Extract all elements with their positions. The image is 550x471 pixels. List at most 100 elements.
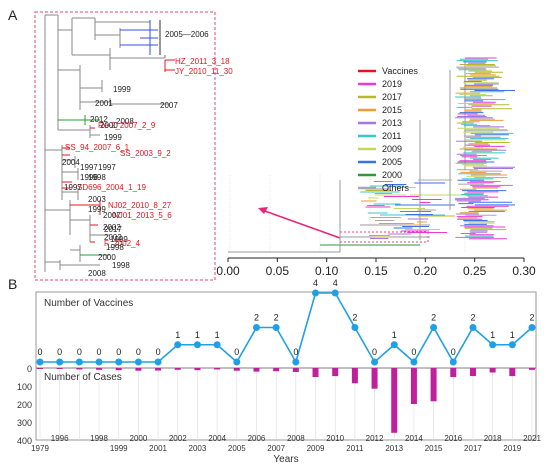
year-label: 2008 [88, 269, 106, 278]
case-bar [253, 368, 260, 372]
vaccine-data-label: 0 [234, 347, 239, 357]
vaccine-data-label: 4 [333, 278, 338, 288]
scale-tick-label: 0.15 [364, 264, 388, 278]
vaccine-data-label: 1 [175, 330, 180, 340]
vaccine-strain-label: Re-2_2007_2_9 [98, 121, 156, 130]
legend-label: 2015 [382, 105, 402, 115]
vaccine-point [410, 358, 418, 366]
year-label: 1998 [106, 243, 124, 252]
year-tick-bottom: 1999 [110, 444, 128, 453]
vaccine-point [331, 289, 339, 297]
vaccine-data-label: 1 [490, 330, 495, 340]
year-tick-top: 2004 [208, 434, 226, 443]
inset-box [34, 11, 216, 281]
case-bar [174, 368, 181, 370]
year-label: 2007 [160, 101, 178, 110]
year-tick-top: 2008 [287, 434, 305, 443]
case-bar [56, 368, 63, 369]
vaccine-point [469, 324, 477, 331]
panel-a-label: A [8, 7, 18, 23]
year-label: 2012 [90, 115, 108, 124]
cases-tick-label: 400 [17, 436, 32, 446]
vaccine-strain-label: SS_2003_9_2 [120, 149, 171, 158]
vaccine-data-label: 2 [254, 313, 259, 323]
year-tick-top: 1998 [90, 434, 108, 443]
year-tick-top: 2016 [444, 434, 462, 443]
year-label: 1997 [98, 163, 116, 172]
vaccine-point [75, 358, 83, 366]
case-bar [529, 368, 535, 370]
case-bar [509, 368, 516, 377]
year-tick-top: 2014 [405, 434, 423, 443]
scale-tick-label: 0.00 [216, 264, 240, 278]
clade-range-label: 2005—2006 [165, 30, 209, 39]
case-bar [233, 368, 240, 371]
vaccine-data-label: 1 [195, 330, 200, 340]
vaccine-point [174, 341, 182, 349]
case-bar [214, 368, 221, 370]
year-tick-bottom: 2009 [307, 444, 325, 453]
year-tick-bottom: 2019 [503, 444, 521, 453]
vaccine-point [371, 358, 379, 366]
year-label: 2001 [95, 99, 113, 108]
vaccine-strain-label: HZ_2011_3_18 [175, 57, 230, 66]
vaccine-point [390, 341, 398, 349]
vaccine-data-label: 0 [37, 347, 42, 357]
year-label: 1997 [64, 183, 82, 192]
vaccine-point [56, 358, 64, 366]
year-label: 1997 [80, 163, 98, 172]
case-bar [469, 368, 476, 377]
pointer-arrow [261, 209, 341, 239]
scale-tick-label: 0.30 [512, 264, 536, 278]
year-label: 1999 [113, 85, 131, 94]
vaccine-data-label: 0 [116, 347, 121, 357]
year-label: 1999 [88, 205, 106, 214]
vaccine-point [115, 358, 123, 366]
year-tick-top: 2006 [248, 434, 266, 443]
vaccine-strain-label: F_2002_4 [104, 239, 141, 248]
year-tick-bottom: 2005 [228, 444, 246, 453]
case-bar [135, 368, 142, 371]
vaccine-point [312, 289, 320, 297]
vaccine-point [489, 341, 497, 349]
vaccine-data-label: 1 [392, 330, 397, 340]
year-tick-top: 2021 [523, 434, 541, 443]
legend-label: 2019 [382, 79, 402, 89]
vaccine-data-label: 0 [156, 347, 161, 357]
case-bar [273, 368, 280, 372]
year-tick-bottom: 2017 [464, 444, 482, 453]
year-tick-top: 1996 [51, 434, 69, 443]
vaccine-point [193, 341, 201, 349]
vaccine-data-label: 2 [274, 313, 279, 323]
case-bar [37, 368, 43, 369]
case-bar [450, 368, 457, 377]
year-tick-top: 2010 [326, 434, 344, 443]
vaccine-point [449, 358, 457, 366]
year-label: 2017 [104, 225, 122, 234]
legend: Vaccines 2019 2017 2015 2013 2011 2009 2005 2000… [358, 66, 418, 193]
legend-label: 2009 [382, 144, 402, 154]
x-axis-label: Years [273, 454, 298, 465]
case-bar [292, 368, 299, 372]
legend-label: 2017 [382, 92, 402, 102]
vaccine-axis-label: Number of Vaccines [44, 298, 133, 309]
vaccine-data-label: 0 [293, 347, 298, 357]
year-label: 1996 [80, 173, 98, 182]
year-label: 1999 [110, 235, 128, 244]
cases-axis-label: Number of Cases [44, 372, 122, 383]
case-bar [194, 368, 201, 371]
vaccine-strain-label: JY_2010_11_30 [175, 67, 233, 76]
case-bar [155, 368, 162, 371]
legend-label: 2000 [382, 170, 402, 180]
legend-label: Vaccines [382, 66, 418, 76]
vaccine-point [252, 324, 260, 331]
vaccine-data-label: 2 [431, 313, 436, 323]
year-label: 2003 [104, 233, 122, 242]
vaccine-strain-label: NJ02_2010_8_27 [108, 201, 172, 210]
scale-tick-label: 0.20 [414, 264, 438, 278]
year-label: 2007 [103, 211, 121, 220]
year-tick-top: 2000 [130, 434, 148, 443]
legend-label: 2011 [382, 131, 401, 141]
cases-tick-label: 200 [17, 400, 32, 410]
